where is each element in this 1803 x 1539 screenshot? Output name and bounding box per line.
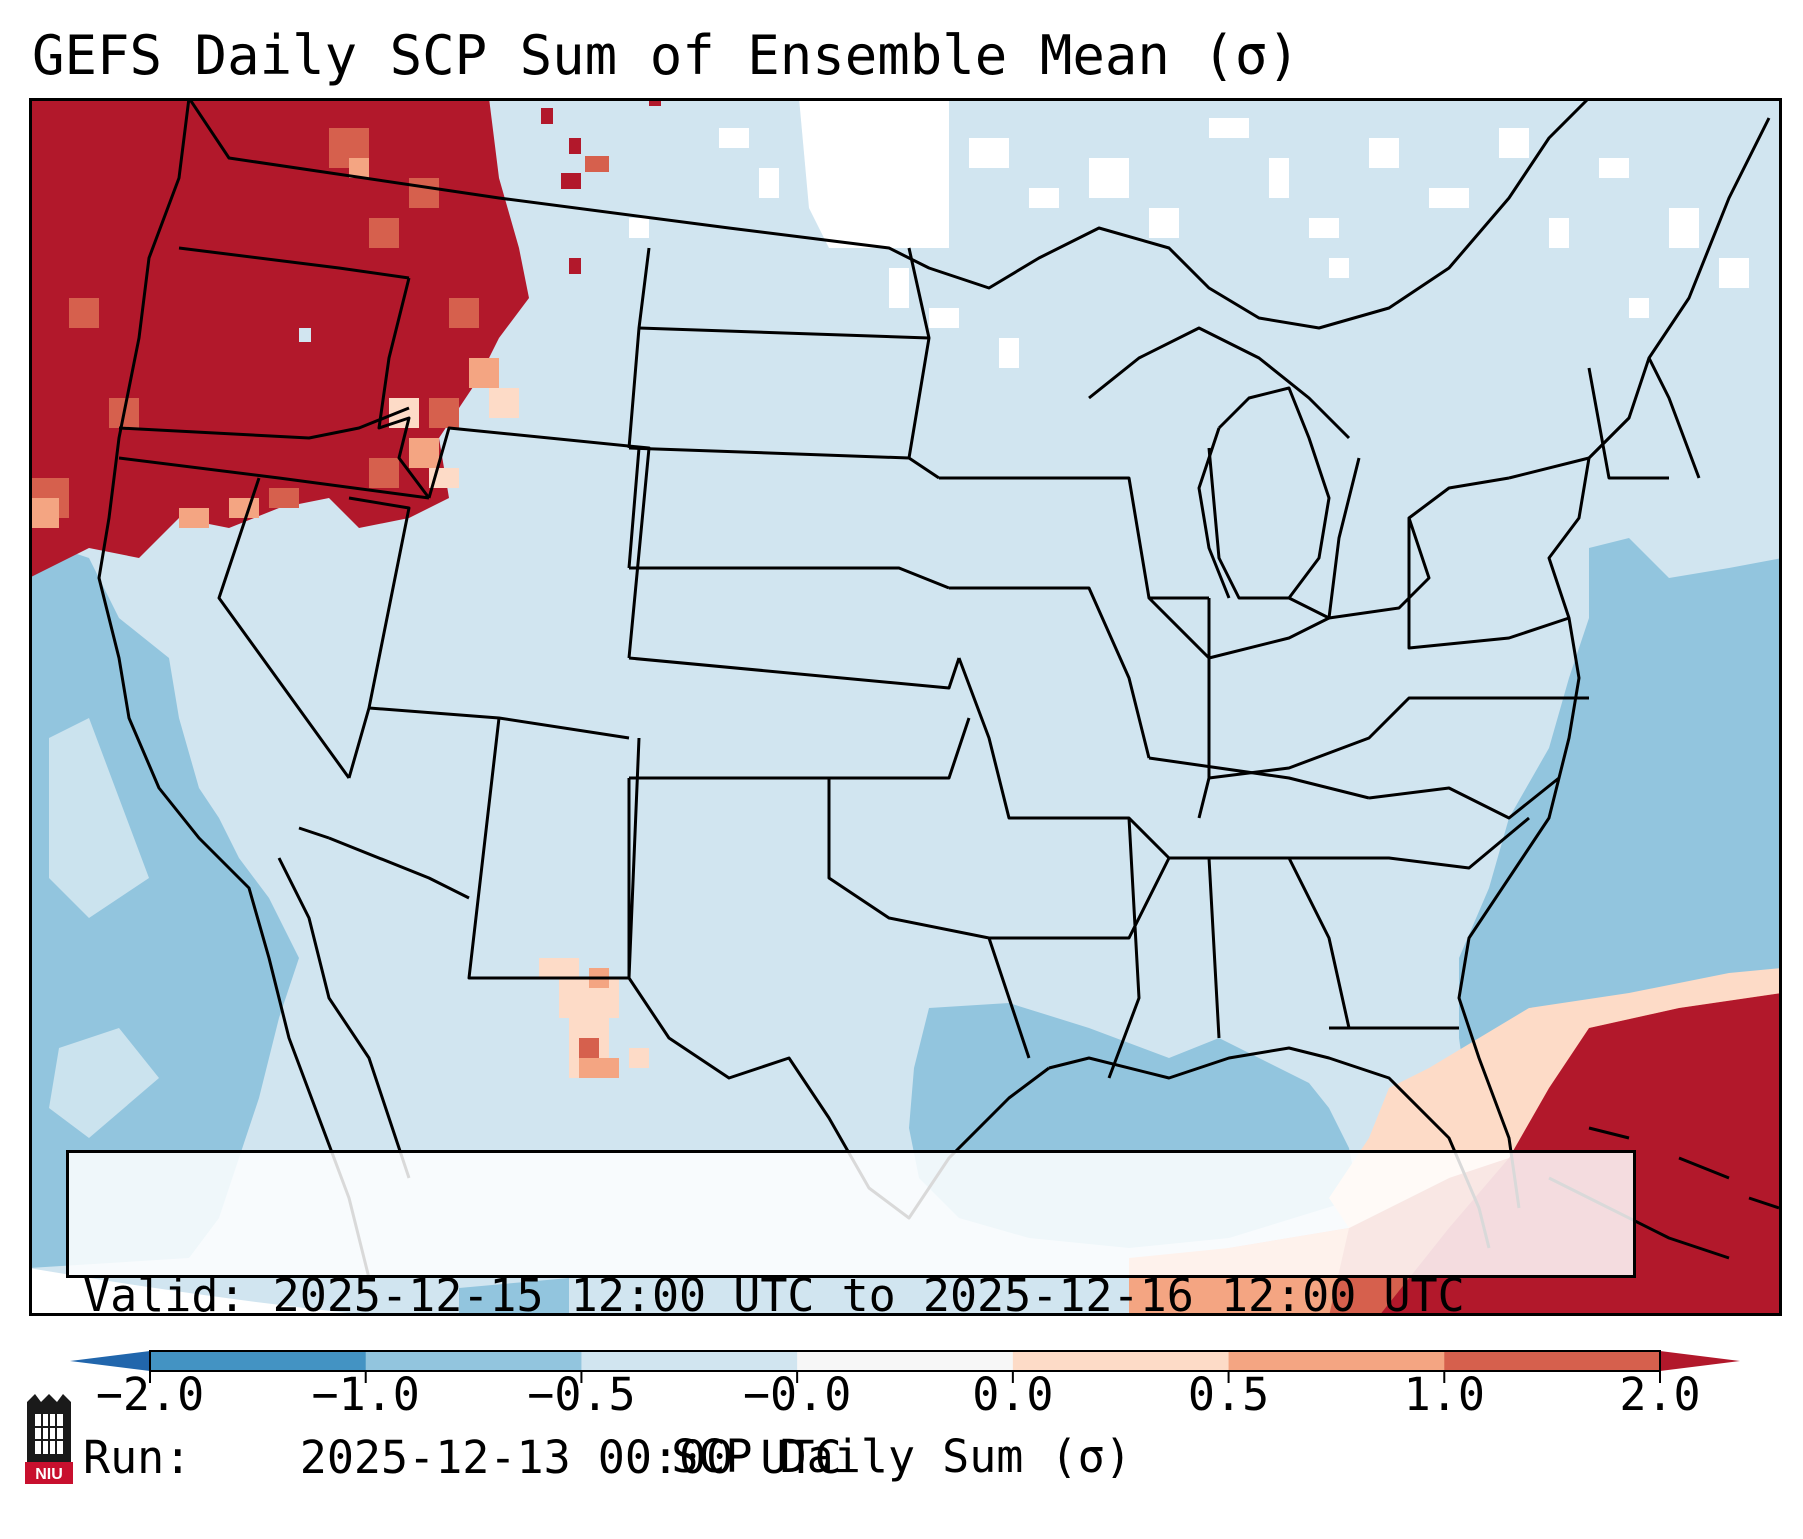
colorbar-bin — [150, 1351, 367, 1371]
run-value: 2025-12-13 00:00 UTC — [299, 1431, 842, 1484]
colorbar-tick-label: 2.0 — [1619, 1368, 1701, 1421]
colorbar-ticks — [149, 1371, 1661, 1383]
run-line: Run: 2025-12-13 00:00 UTC — [83, 1431, 1619, 1485]
colorbar-frame — [149, 1350, 1661, 1372]
colorbar-under-arrow — [70, 1351, 150, 1371]
colorbar-bin — [1444, 1351, 1661, 1371]
map-title: GEFS Daily SCP Sum of Ensemble Mean (σ) — [32, 24, 1300, 87]
colorbar-bin — [365, 1351, 582, 1371]
colorbar-tick-label: −0.0 — [742, 1368, 852, 1421]
colorbar-tick-label: 0.0 — [972, 1368, 1054, 1421]
scp-map — [29, 98, 1782, 1316]
map-frame — [29, 98, 1782, 1316]
atlantic-negative-area — [1459, 538, 1782, 1108]
colorbar-bin — [581, 1351, 798, 1371]
colorbar-bin — [797, 1351, 1014, 1371]
valid-time-box: Valid: 2025-12-15 12:00 UTC to 2025-12-1… — [66, 1150, 1636, 1484]
missing-data-area — [799, 98, 949, 248]
valid-label: Valid: — [83, 1269, 246, 1322]
colorbar-bin — [1012, 1351, 1230, 1371]
small-negative-area — [459, 1278, 569, 1316]
pacific-light-patch — [49, 1028, 159, 1138]
missing-data-cells — [629, 118, 1749, 368]
valid-value: 2025-12-15 12:00 UTC to 2025-12-16 12:00… — [272, 1269, 1465, 1322]
run-label: Run: — [83, 1431, 192, 1484]
isolated-positive-cells — [585, 156, 609, 172]
pacific-light-patch — [49, 718, 149, 918]
colorbar-tick-label: 0.5 — [1187, 1368, 1270, 1421]
colorbar-bin — [1228, 1351, 1445, 1371]
texas-positive-cells — [539, 958, 649, 1078]
map-panel — [29, 98, 1782, 1316]
niu-logo: NIU — [25, 1394, 73, 1484]
positive-edge-cells-light — [29, 158, 499, 528]
colorbar-over-arrow — [1660, 1351, 1740, 1371]
colorbar — [70, 1350, 1740, 1383]
colorbar-bins — [150, 1351, 1661, 1371]
pacific-northwest-positive-area — [29, 98, 529, 578]
colorbar-tick-label: 1.0 — [1403, 1368, 1485, 1421]
colorbar-tick-label: −2.0 — [95, 1368, 205, 1421]
isolated-positive-cells — [541, 98, 661, 274]
colorbar-label: SCP Daily Sum (σ) — [671, 1430, 1132, 1483]
neutral-cell — [299, 328, 311, 342]
colorbar-tick-label: −0.5 — [527, 1368, 636, 1421]
state-boundaries — [97, 98, 1780, 1279]
logo-text: NIU — [35, 1466, 63, 1483]
valid-line: Valid: 2025-12-15 12:00 UTC to 2025-12-1… — [83, 1269, 1619, 1323]
colorbar-tick-label: −1.0 — [311, 1368, 420, 1421]
